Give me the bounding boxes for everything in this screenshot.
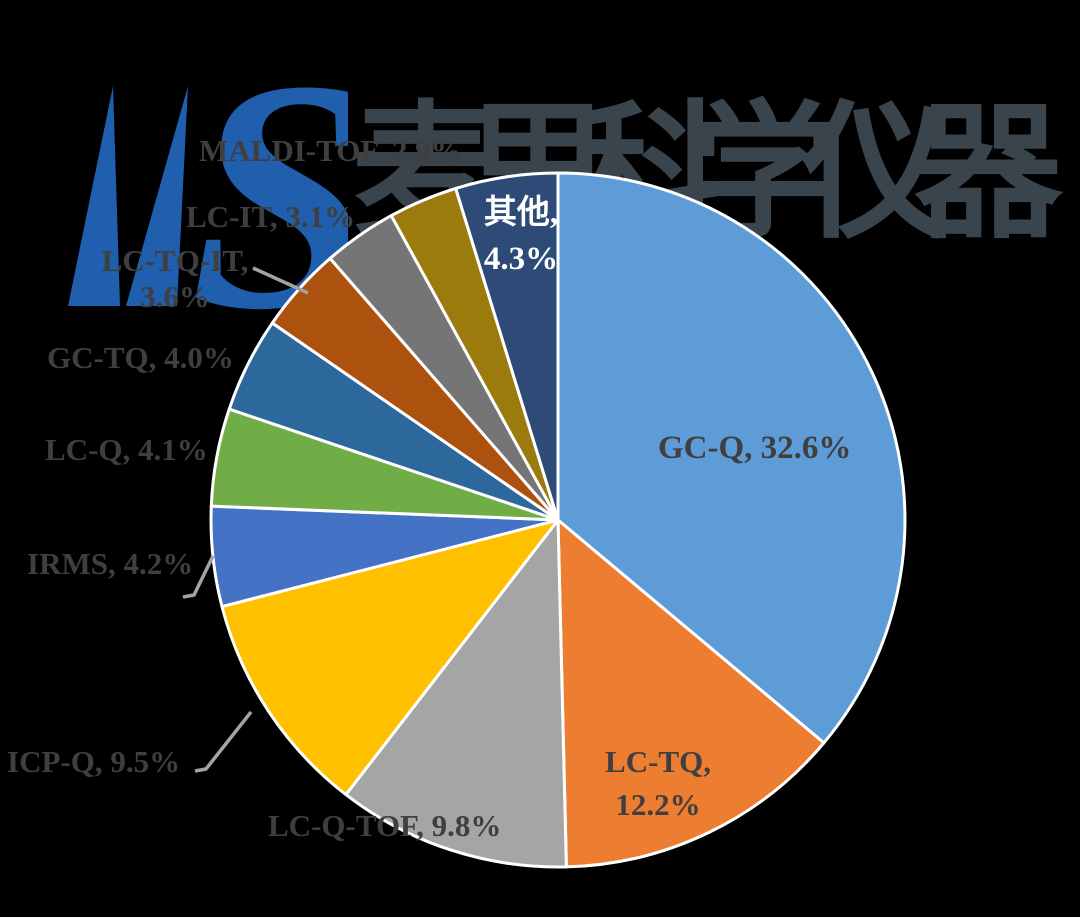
label-irms: IRMS, 4.2% xyxy=(27,546,194,581)
logo-m-peak-1 xyxy=(68,86,120,306)
label-icp-q: ICP-Q, 9.5% xyxy=(7,744,181,779)
pie-slice-其他 xyxy=(454,171,560,522)
label-lc-it: LC-IT, 3.1% xyxy=(186,199,356,234)
label-qita-line1: 其他, xyxy=(483,195,559,231)
leader-line-icpq xyxy=(194,710,253,773)
label-lc-tq-line1: LC-TQ, xyxy=(605,744,711,779)
pie-slice-LC-Q-TOF xyxy=(344,518,568,869)
label-qita-others: 其他, 4.3% xyxy=(467,190,575,282)
label-lc-tq: LC-TQ, 12.2% xyxy=(568,740,748,826)
label-lc-tq-it: LC-TQ-IT, 3.6% xyxy=(75,243,275,315)
label-gc-tq: GC-TQ, 4.0% xyxy=(47,340,234,375)
leader-line-lctqit xyxy=(252,266,309,295)
logo-m-peak-2 xyxy=(126,86,188,306)
pie-slice-ICP-Q xyxy=(220,518,560,797)
pie-slice-GC-Q xyxy=(556,171,907,745)
label-lc-tq-line2: 12.2% xyxy=(615,787,701,822)
label-lc-tq-it-line1: LC-TQ-IT, xyxy=(101,243,249,278)
label-gc-q: GC-Q, 32.6% xyxy=(658,430,852,466)
leader-line-irms xyxy=(182,555,215,599)
pie-slice-LC-TQ xyxy=(556,518,826,869)
label-maldi-tof: MALDI-TOF, 2.9% xyxy=(199,133,462,168)
label-qita-line2: 4.3% xyxy=(483,241,559,277)
label-lc-tq-it-line2: 3.6% xyxy=(140,279,210,314)
label-lc-q-tof: LC-Q-TOF, 9.8% xyxy=(268,808,502,843)
label-lc-q: LC-Q, 4.1% xyxy=(45,432,208,467)
